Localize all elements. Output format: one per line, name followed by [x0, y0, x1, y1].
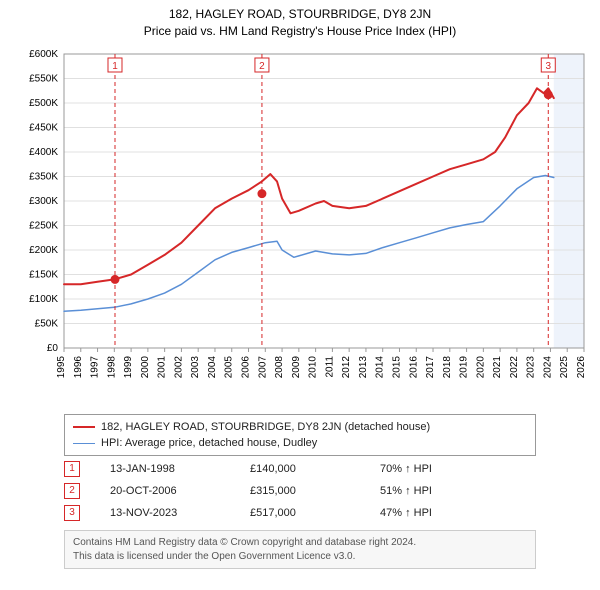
- event-marker-date: 13-JAN-1998: [110, 463, 250, 475]
- y-tick-label: £350K: [29, 172, 58, 183]
- x-tick-label: 1999: [123, 356, 134, 379]
- y-tick-label: £150K: [29, 270, 58, 281]
- x-tick-label: 2002: [173, 356, 184, 379]
- y-tick-label: £500K: [29, 98, 58, 109]
- x-tick-label: 2023: [526, 356, 537, 379]
- y-tick-label: £200K: [29, 245, 58, 256]
- x-tick-label: 2025: [559, 356, 570, 379]
- event-marker-hpi: 70% ↑ HPI: [380, 463, 536, 475]
- x-tick-label: 2004: [207, 356, 218, 379]
- x-tick-label: 2007: [257, 356, 268, 379]
- x-tick-label: 1998: [106, 356, 117, 379]
- event-marker-date: 13-NOV-2023: [110, 507, 250, 519]
- event-marker-badge: 2: [64, 483, 80, 499]
- event-marker-row: 2 20-OCT-2006£315,00051% ↑ HPI: [64, 480, 536, 502]
- y-tick-label: £0: [47, 343, 59, 354]
- x-tick-label: 2006: [241, 356, 252, 379]
- legend-row: HPI: Average price, detached house, Dudl…: [73, 435, 527, 451]
- chart-title-line2: Price paid vs. HM Land Registry's House …: [0, 23, 600, 40]
- chart-title-block: 182, HAGLEY ROAD, STOURBRIDGE, DY8 2JN P…: [0, 0, 600, 40]
- x-tick-label: 1995: [56, 356, 67, 379]
- x-tick-label: 2011: [324, 356, 335, 378]
- y-tick-label: £400K: [29, 147, 58, 158]
- x-tick-label: 2014: [375, 356, 386, 379]
- attribution-line2: This data is licensed under the Open Gov…: [73, 550, 527, 564]
- event-dot: [544, 91, 552, 99]
- event-marker-row: 1 13-JAN-1998£140,00070% ↑ HPI: [64, 458, 536, 480]
- chart: £0 £50K £100K £150K £200K £250K £300K £350K £400…: [8, 44, 592, 404]
- event-marker-badge: 1: [64, 461, 80, 477]
- x-tick-label: 2012: [341, 356, 352, 379]
- x-tick-label: 2018: [442, 356, 453, 379]
- chart-svg: £0 £50K £100K £150K £200K £250K £300K £350K £400…: [8, 44, 592, 404]
- x-tick-label: 1996: [73, 356, 84, 379]
- event-marker-row: 3 13-NOV-2023£517,00047% ↑ HPI: [64, 502, 536, 524]
- attribution-footer: Contains HM Land Registry data © Crown c…: [64, 530, 536, 569]
- legend-label: 182, HAGLEY ROAD, STOURBRIDGE, DY8 2JN (…: [101, 421, 430, 433]
- x-tick-label: 2008: [274, 356, 285, 379]
- x-tick-label: 2001: [157, 356, 168, 379]
- event-marker-hpi: 51% ↑ HPI: [380, 485, 536, 497]
- series-hpi-line: [64, 176, 554, 312]
- x-tick-label: 2020: [475, 356, 486, 379]
- legend: 182, HAGLEY ROAD, STOURBRIDGE, DY8 2JN (…: [64, 414, 536, 456]
- attribution-line1: Contains HM Land Registry data © Crown c…: [73, 536, 527, 550]
- page: { "title": { "line1": "182, HAGLEY ROAD,…: [0, 0, 600, 590]
- event-marker-date: 20-OCT-2006: [110, 485, 250, 497]
- x-tick-label: 2010: [308, 356, 319, 379]
- x-tick-label: 2003: [190, 356, 201, 379]
- legend-row: 182, HAGLEY ROAD, STOURBRIDGE, DY8 2JN (…: [73, 419, 527, 435]
- chart-title-line1: 182, HAGLEY ROAD, STOURBRIDGE, DY8 2JN: [0, 6, 600, 23]
- event-badge-number: 2: [259, 61, 265, 72]
- event-dot: [111, 275, 119, 283]
- legend-label: HPI: Average price, detached house, Dudl…: [101, 437, 317, 449]
- event-marker-hpi: 47% ↑ HPI: [380, 507, 536, 519]
- x-tick-label: 2009: [291, 356, 302, 379]
- x-tick-label: 2026: [576, 356, 587, 379]
- event-marker-price: £315,000: [250, 485, 380, 497]
- event-badge-number: 3: [545, 61, 551, 72]
- event-marker-price: £140,000: [250, 463, 380, 475]
- x-tick-label: 2013: [358, 356, 369, 379]
- event-marker-price: £517,000: [250, 507, 380, 519]
- y-tick-label: £250K: [29, 221, 58, 232]
- x-tick-label: 2000: [140, 356, 151, 379]
- x-tick-label: 2017: [425, 356, 436, 379]
- legend-swatch: [73, 443, 95, 444]
- legend-swatch: [73, 426, 95, 428]
- y-tick-label: £550K: [29, 74, 58, 85]
- x-tick-label: 2024: [542, 356, 553, 379]
- series-property-line: [64, 88, 554, 284]
- y-tick-label: £600K: [29, 49, 58, 60]
- x-tick-label: 1997: [90, 356, 101, 379]
- x-tick-label: 2016: [408, 356, 419, 379]
- x-tick-label: 2005: [224, 356, 235, 379]
- x-tick-label: 2021: [492, 356, 503, 379]
- event-dot: [258, 190, 266, 198]
- x-tick-label: 2015: [391, 356, 402, 379]
- y-tick-label: £450K: [29, 123, 58, 134]
- event-badge-number: 1: [112, 61, 118, 72]
- y-tick-label: £300K: [29, 196, 58, 207]
- x-tick-label: 2019: [459, 356, 470, 379]
- event-marker-badge: 3: [64, 505, 80, 521]
- x-tick-label: 2022: [509, 356, 520, 379]
- event-markers-table: 1 13-JAN-1998£140,00070% ↑ HPI 2 20-OCT-200…: [64, 458, 536, 524]
- y-tick-label: £50K: [35, 319, 59, 330]
- y-tick-label: £100K: [29, 294, 58, 305]
